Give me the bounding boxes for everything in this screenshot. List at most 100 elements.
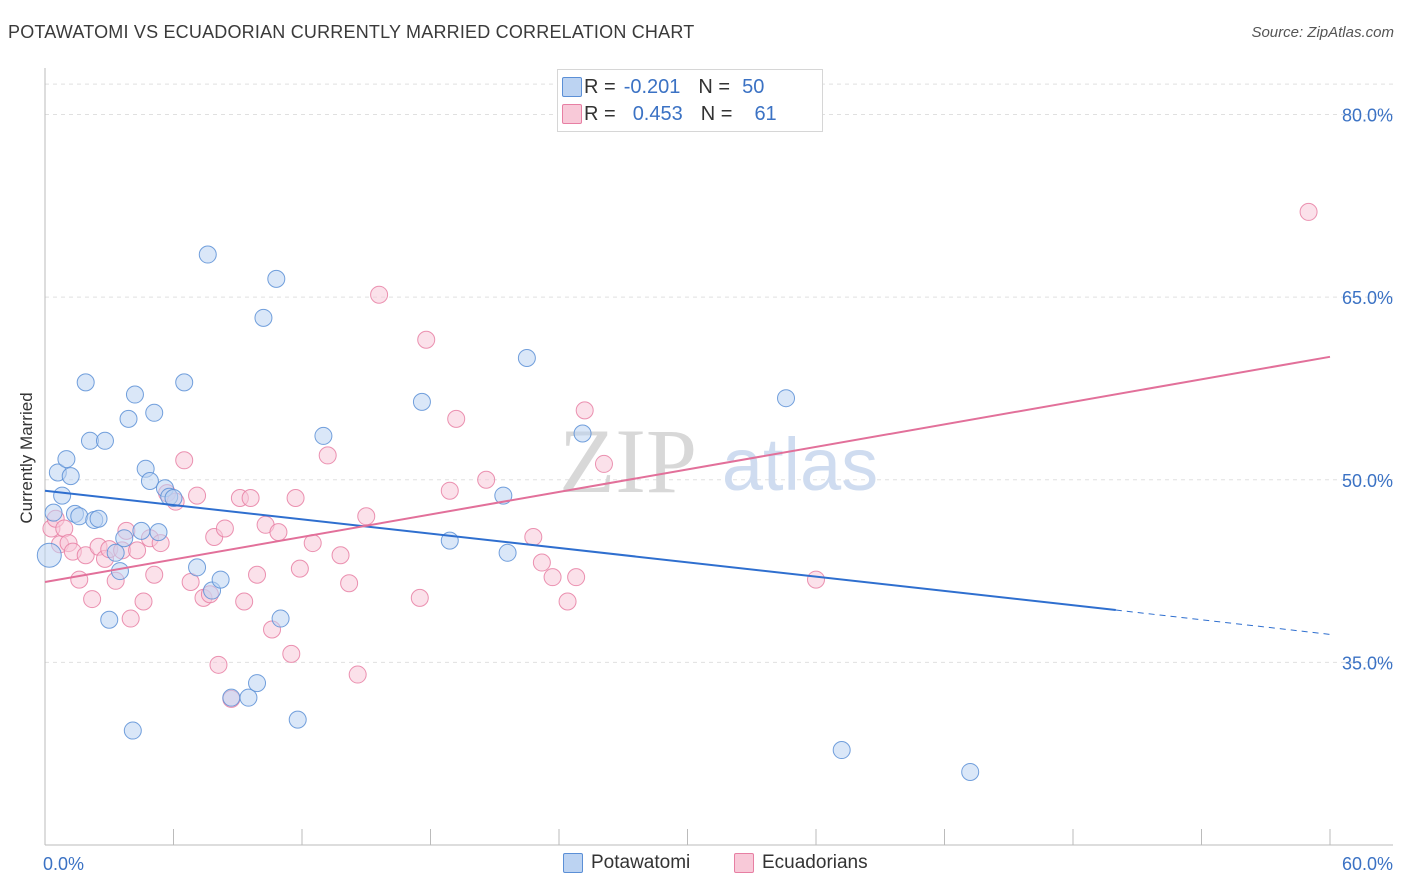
point-ecuadorians [188,486,207,505]
point-ecuadorians [235,592,254,611]
point-potawatomi [494,486,513,505]
point-potawatomi [110,562,129,581]
legend-swatch-potawatomi [563,853,583,873]
point-potawatomi [149,523,168,542]
stats-n-value: 50 [742,75,765,98]
axes [44,68,1393,846]
point-ecuadorians [175,451,194,470]
point-ecuadorians [134,592,153,611]
point-ecuadorians [282,644,301,663]
point-potawatomi [175,373,194,392]
point-ecuadorians [807,570,825,589]
point-potawatomi [53,486,72,505]
legend-label: Ecuadorians [762,852,868,873]
point-ecuadorians [370,285,389,304]
point-ecuadorians [417,330,436,349]
data-points [36,202,1318,781]
point-ecuadorians [286,489,305,508]
point-potawatomi [76,373,95,392]
point-potawatomi [61,467,80,486]
stats-row-potawatomi: R = -0.201 N = 50 [562,74,765,100]
trend-lines [44,355,1331,635]
point-potawatomi [95,431,114,450]
point-potawatomi [57,450,76,469]
point-potawatomi [70,507,89,526]
stats-n-label: N = [700,102,733,125]
point-potawatomi [211,570,230,589]
point-potawatomi [198,245,217,264]
point-ecuadorians [567,568,586,587]
point-potawatomi [132,521,151,540]
point-potawatomi [314,426,333,445]
point-ecuadorians [348,665,367,684]
point-ecuadorians [410,588,429,607]
stats-n-label: N = [698,75,731,98]
point-potawatomi [125,385,144,404]
point-ecuadorians [248,565,267,584]
point-potawatomi [119,409,138,428]
point-potawatomi [89,509,108,528]
point-ecuadorians [575,401,594,420]
point-ecuadorians [209,655,228,674]
x-tick-label: 60.0% [1342,854,1393,874]
chart-title: POTAWATOMI VS ECUADORIAN CURRENTLY MARRI… [8,22,695,42]
y-tick-label: 80.0% [1342,106,1393,126]
point-ecuadorians [477,470,496,489]
point-potawatomi [80,431,99,450]
point-ecuadorians [558,592,577,611]
trendline-potawatomi [44,489,1116,612]
point-ecuadorians [128,541,147,560]
point-potawatomi [832,741,851,760]
point-potawatomi [239,688,258,707]
point-ecuadorians [594,454,613,473]
point-potawatomi [777,389,796,408]
x-tick-label: 0.0% [43,854,84,874]
stats-row-ecuadorians: R = 0.453 N = 61 [562,101,777,127]
point-ecuadorians [1299,202,1318,221]
stats-box: R = -0.201 N = 50 R = 0.453 N = 61 [557,69,823,132]
point-potawatomi [123,721,142,740]
point-ecuadorians [241,489,260,508]
point-potawatomi [36,542,62,568]
point-ecuadorians [357,507,376,526]
y-tick-label: 65.0% [1342,288,1393,308]
stats-r-value: 0.453 [632,102,683,125]
point-potawatomi [164,489,183,508]
trendline-ecuadorians [44,355,1331,584]
stats-r-value: -0.201 [623,75,681,98]
point-potawatomi [254,308,273,327]
point-potawatomi [267,269,286,288]
point-potawatomi [573,424,592,443]
point-potawatomi [140,471,159,490]
legend-item-ecuadorians[interactable]: Ecuadorians [734,852,868,874]
point-ecuadorians [269,523,288,542]
trendline-potawatomi-extension [1115,609,1331,635]
point-ecuadorians [440,481,459,500]
point-potawatomi [517,349,536,368]
point-potawatomi [106,543,125,562]
point-potawatomi [222,688,241,707]
stats-r-label: R = [584,102,616,125]
point-potawatomi [44,503,63,522]
point-potawatomi [271,609,290,628]
point-ecuadorians [532,553,551,572]
grid-lines [45,83,1393,663]
stats-swatch-potawatomi [562,77,582,97]
legend: Potawatomi Ecuadorians [0,852,1406,876]
legend-item-potawatomi[interactable]: Potawatomi [563,852,690,874]
point-ecuadorians [543,568,562,587]
point-potawatomi [498,543,517,562]
legend-swatch-ecuadorians [734,853,754,873]
point-potawatomi [961,762,980,781]
point-ecuadorians [524,527,543,546]
stats-r-label: R = [584,75,616,98]
point-ecuadorians [290,559,309,578]
point-potawatomi [248,674,267,693]
point-ecuadorians [215,519,234,538]
point-ecuadorians [70,570,89,589]
point-ecuadorians [318,446,337,465]
source-label: Source: ZipAtlas.com [1251,24,1394,41]
point-ecuadorians [83,590,102,609]
legend-label: Potawatomi [591,852,691,873]
